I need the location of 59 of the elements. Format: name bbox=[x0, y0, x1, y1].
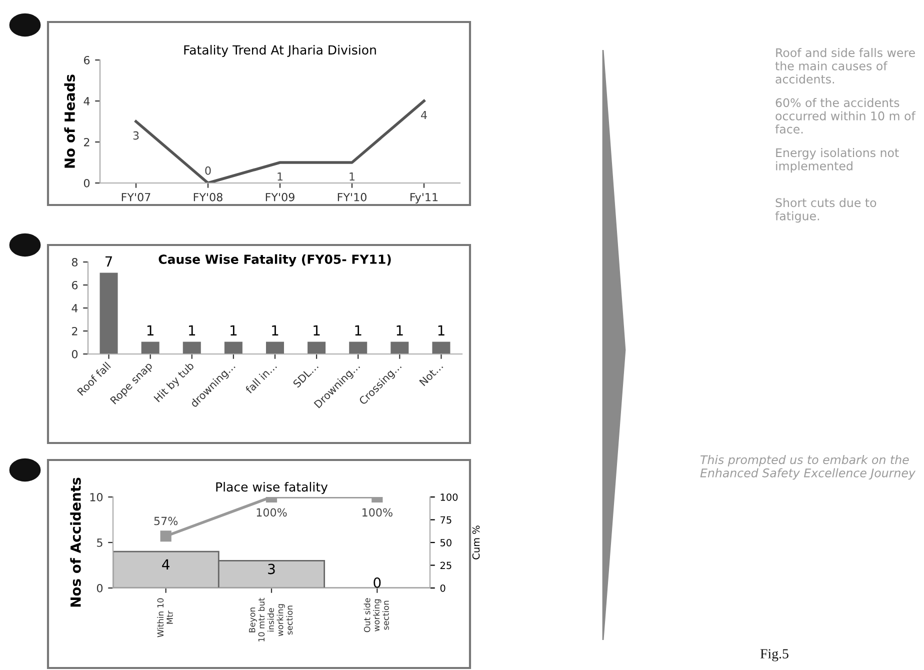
y2-tick-label: 25 bbox=[440, 562, 452, 570]
x-tick-label: FY'08 bbox=[194, 192, 222, 202]
text: Short cuts due to fatigue. bbox=[775, 198, 876, 223]
text: Energy isolations not implemented bbox=[776, 148, 899, 173]
y-tick-label: 6 bbox=[84, 56, 90, 64]
chart-title: Place wise fatality bbox=[216, 482, 328, 494]
x-tick-label: Out side working section bbox=[364, 598, 389, 632]
y-axis-title: Nos of Accidents bbox=[70, 478, 81, 607]
x-tick-label: Within 10 Mtr bbox=[157, 598, 173, 638]
data-label: 1 bbox=[438, 325, 444, 336]
data-label: 1 bbox=[278, 172, 283, 181]
y-tick-label: 2 bbox=[72, 326, 78, 336]
text: Roof and side falls were the main causes of accidents. bbox=[775, 48, 915, 84]
data-label: 3 bbox=[133, 131, 139, 140]
x-tick-label: FY'09 bbox=[266, 192, 294, 202]
y-tick-label: 0 bbox=[84, 178, 90, 188]
line-series bbox=[134, 100, 426, 183]
data-label: 1 bbox=[188, 325, 196, 336]
data-label: 1 bbox=[272, 325, 278, 336]
data-label: 1 bbox=[350, 172, 355, 181]
y-tick-label: 2 bbox=[84, 138, 90, 146]
data-label: 0 bbox=[374, 577, 381, 588]
x-tick-label: fall in… bbox=[244, 362, 278, 394]
caption: Fig.5 bbox=[760, 649, 788, 662]
data-label: 3 bbox=[268, 564, 275, 574]
y2-tick-label: 0 bbox=[440, 584, 446, 592]
y-tick-label: 0 bbox=[72, 350, 78, 358]
y2-tick-label: 100 bbox=[440, 493, 458, 501]
data-label: 7 bbox=[106, 256, 112, 266]
y-tick-label: 8 bbox=[72, 258, 78, 266]
data-label: 1 bbox=[355, 325, 362, 336]
y-tick-label: 0 bbox=[96, 584, 103, 592]
y-tick-label: 6 bbox=[72, 280, 78, 290]
x-tick-label: FY'07 bbox=[122, 192, 150, 202]
chart-title: Fatality Trend At Jharia Division bbox=[184, 44, 376, 58]
text: This prompted us to embark on the Enhanced Safety Excellence Journey bbox=[700, 455, 916, 480]
y2-axis-title: Cum % bbox=[472, 526, 480, 560]
x-tick-label: FY'10 bbox=[338, 192, 366, 202]
data-label: 0 bbox=[205, 166, 211, 175]
y-tick-label: 5 bbox=[97, 538, 102, 547]
data-label: 1 bbox=[314, 325, 320, 336]
y-tick-label: 10 bbox=[90, 492, 103, 502]
data-label: 1 bbox=[147, 325, 154, 336]
x-tick-label: Beyon 10 mtr but inside working section bbox=[249, 598, 293, 642]
data-label: 4 bbox=[421, 110, 427, 120]
data-label: 4 bbox=[162, 559, 170, 570]
data-label: 1 bbox=[230, 325, 237, 336]
y2-tick-label: 50 bbox=[440, 538, 452, 546]
y-tick-label: 4 bbox=[84, 97, 90, 106]
x-tick-label: Fy'11 bbox=[410, 193, 438, 204]
y2-tick-label: 75 bbox=[440, 516, 452, 524]
data-label: 100% bbox=[256, 508, 287, 517]
chart-title: Cause Wise Fatality (FY05- FY11) bbox=[158, 254, 391, 266]
y-axis-title: No of Heads bbox=[64, 74, 75, 168]
y-tick-label: 4 bbox=[72, 304, 78, 312]
data-label: 100% bbox=[362, 508, 392, 517]
data-label: 57% bbox=[154, 516, 178, 526]
text: 60% of the accidents occurred within 10 m of face. bbox=[775, 98, 916, 134]
data-label: 1 bbox=[396, 325, 403, 336]
